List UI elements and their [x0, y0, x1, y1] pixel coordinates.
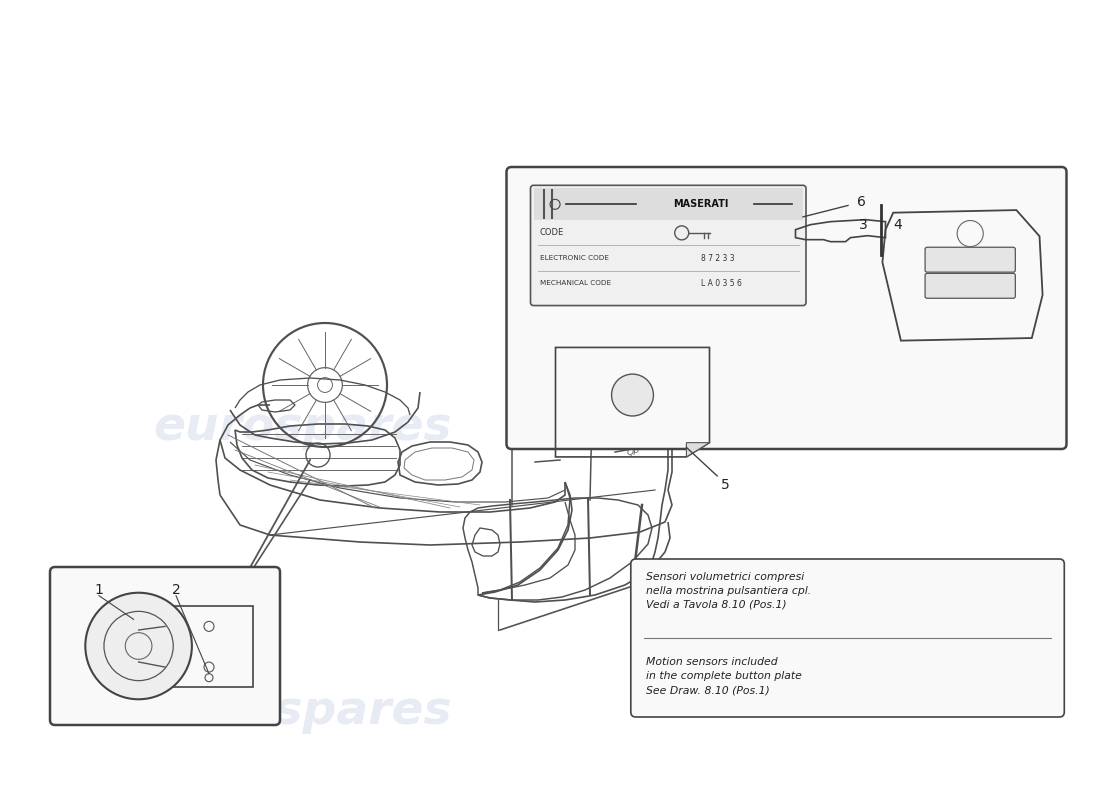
Text: eurospares: eurospares — [642, 406, 942, 450]
Text: eurospares: eurospares — [153, 406, 452, 450]
Text: QP: QP — [627, 447, 639, 457]
Text: Sensori volumetrici compresi
nella mostrina pulsantiera cpl.
Vedi a Tavola 8.10 : Sensori volumetrici compresi nella mostr… — [646, 572, 811, 610]
Text: 2: 2 — [172, 582, 180, 597]
FancyBboxPatch shape — [925, 247, 1015, 272]
Bar — [534, 188, 803, 220]
Text: ELECTRONIC CODE: ELECTRONIC CODE — [539, 255, 608, 261]
FancyBboxPatch shape — [925, 274, 1015, 298]
FancyBboxPatch shape — [50, 567, 280, 725]
Text: MECHANICAL CODE: MECHANICAL CODE — [539, 280, 610, 286]
Text: 3: 3 — [859, 218, 868, 232]
Polygon shape — [686, 442, 710, 457]
Text: eurospares: eurospares — [153, 690, 452, 734]
Text: L A 0 3 5 6: L A 0 3 5 6 — [701, 278, 741, 288]
Circle shape — [612, 374, 653, 416]
Bar — [165, 606, 253, 687]
Text: 8 7 2 3 3: 8 7 2 3 3 — [701, 254, 734, 262]
Circle shape — [86, 593, 191, 699]
Text: Motion sensors included
in the complete button plate
See Draw. 8.10 (Pos.1): Motion sensors included in the complete … — [646, 658, 802, 695]
Text: MASERATI: MASERATI — [673, 199, 728, 210]
FancyBboxPatch shape — [630, 559, 1065, 717]
Text: CODE: CODE — [539, 228, 563, 238]
Text: 6: 6 — [857, 195, 866, 209]
Text: 1: 1 — [95, 582, 103, 597]
FancyBboxPatch shape — [530, 186, 806, 306]
Text: 4: 4 — [893, 218, 902, 232]
Text: 5: 5 — [720, 478, 729, 493]
FancyBboxPatch shape — [506, 167, 1067, 449]
